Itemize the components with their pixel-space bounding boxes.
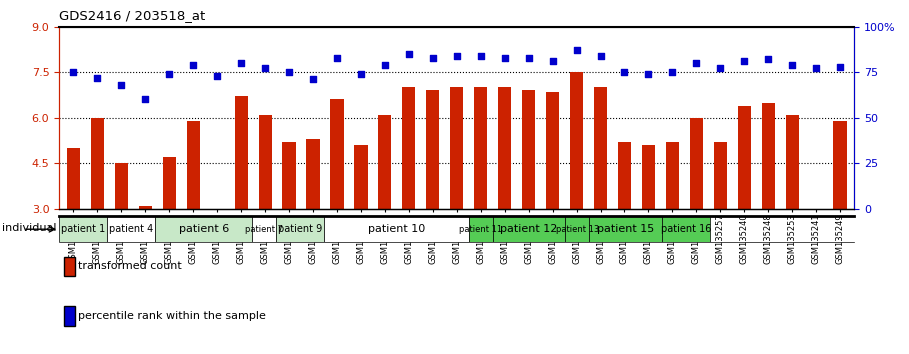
Text: patient 7: patient 7 bbox=[245, 225, 283, 234]
Bar bbox=[642, 145, 655, 209]
Bar bbox=[186, 121, 200, 209]
Point bbox=[569, 47, 584, 53]
Bar bbox=[91, 118, 104, 209]
Bar bbox=[155, 216, 252, 242]
Bar bbox=[115, 163, 128, 209]
Point bbox=[809, 65, 824, 71]
Point bbox=[665, 69, 680, 75]
Text: patient 1: patient 1 bbox=[61, 224, 105, 234]
Bar bbox=[283, 142, 295, 209]
Bar bbox=[426, 90, 439, 209]
Point bbox=[282, 69, 296, 75]
Point bbox=[641, 71, 655, 77]
Point bbox=[138, 97, 153, 102]
Bar bbox=[665, 142, 679, 209]
Bar bbox=[403, 87, 415, 209]
Text: patient 4: patient 4 bbox=[109, 224, 154, 234]
Point bbox=[689, 60, 704, 66]
Bar bbox=[325, 216, 469, 242]
Bar bbox=[690, 118, 703, 209]
Bar bbox=[107, 216, 155, 242]
Point bbox=[713, 65, 727, 71]
Bar bbox=[522, 90, 535, 209]
Point bbox=[784, 62, 799, 68]
Point bbox=[449, 53, 464, 58]
Bar bbox=[738, 105, 751, 209]
Point bbox=[522, 55, 536, 61]
Bar bbox=[163, 157, 175, 209]
Point bbox=[545, 58, 560, 64]
Point bbox=[258, 65, 273, 71]
Point bbox=[162, 71, 176, 77]
Point bbox=[833, 64, 847, 69]
Bar bbox=[355, 145, 367, 209]
Bar bbox=[714, 142, 727, 209]
Text: patient 6: patient 6 bbox=[178, 224, 229, 234]
Point bbox=[186, 62, 201, 68]
Bar bbox=[565, 216, 589, 242]
Bar bbox=[276, 216, 325, 242]
Point bbox=[330, 55, 345, 61]
Bar bbox=[493, 216, 565, 242]
Bar bbox=[258, 115, 272, 209]
Bar bbox=[498, 87, 511, 209]
Bar bbox=[618, 142, 631, 209]
Bar bbox=[67, 148, 80, 209]
Point bbox=[497, 55, 512, 61]
Bar bbox=[762, 103, 774, 209]
Text: percentile rank within the sample: percentile rank within the sample bbox=[78, 311, 266, 321]
Bar bbox=[450, 87, 464, 209]
Text: patient 12: patient 12 bbox=[500, 224, 558, 234]
Bar bbox=[546, 92, 559, 209]
Bar bbox=[662, 216, 710, 242]
Bar bbox=[59, 216, 107, 242]
Text: individual: individual bbox=[2, 223, 56, 233]
Text: patient 9: patient 9 bbox=[278, 224, 322, 234]
Text: transformed count: transformed count bbox=[78, 261, 182, 271]
Bar bbox=[252, 216, 276, 242]
Text: patient 16: patient 16 bbox=[661, 224, 711, 234]
Point bbox=[234, 60, 248, 66]
Point bbox=[305, 76, 320, 82]
Point bbox=[402, 51, 416, 57]
Point bbox=[66, 69, 81, 75]
Point bbox=[425, 55, 440, 61]
Bar bbox=[834, 121, 846, 209]
Bar bbox=[474, 87, 487, 209]
Bar bbox=[785, 115, 799, 209]
Text: patient 10: patient 10 bbox=[368, 224, 425, 234]
Text: patient 13: patient 13 bbox=[555, 225, 599, 234]
Point bbox=[594, 53, 608, 58]
Point bbox=[377, 62, 392, 68]
Bar bbox=[139, 206, 152, 209]
Text: patient 11: patient 11 bbox=[459, 225, 503, 234]
Point bbox=[115, 82, 129, 88]
Bar bbox=[570, 72, 584, 209]
Bar bbox=[330, 99, 344, 209]
Point bbox=[617, 69, 632, 75]
Bar bbox=[594, 87, 607, 209]
Text: GDS2416 / 203518_at: GDS2416 / 203518_at bbox=[59, 9, 205, 22]
Point bbox=[354, 71, 368, 77]
Point bbox=[474, 53, 488, 58]
Bar bbox=[469, 216, 493, 242]
Point bbox=[761, 57, 775, 62]
Point bbox=[90, 75, 105, 80]
Text: patient 15: patient 15 bbox=[597, 224, 654, 234]
Bar bbox=[378, 115, 392, 209]
Point bbox=[210, 73, 225, 79]
Bar bbox=[235, 96, 248, 209]
Bar bbox=[589, 216, 662, 242]
Point bbox=[737, 58, 752, 64]
Bar bbox=[306, 139, 320, 209]
